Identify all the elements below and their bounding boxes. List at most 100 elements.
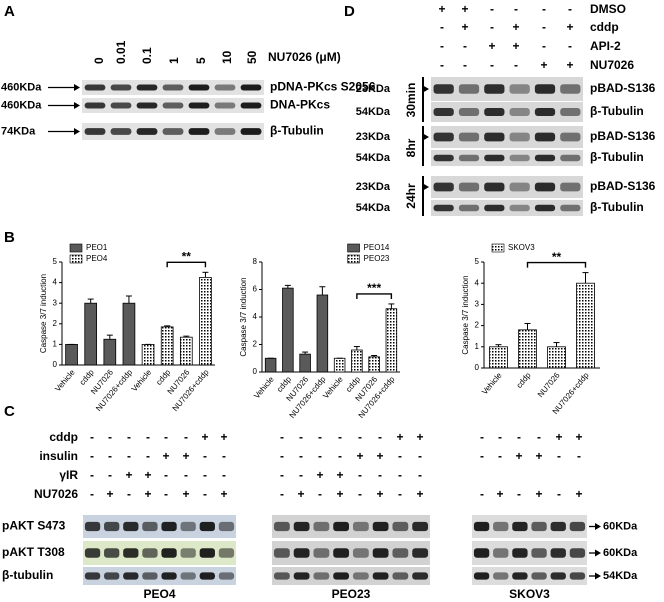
band — [493, 548, 509, 558]
sign: + — [356, 449, 363, 463]
band — [218, 521, 235, 532]
significance-bracket — [526, 261, 587, 268]
band — [372, 521, 389, 532]
bar — [141, 343, 155, 366]
band — [473, 572, 490, 580]
lane-label: 1 — [167, 57, 181, 64]
band — [273, 521, 290, 532]
panel-label: B — [4, 229, 15, 246]
arrow-head — [74, 128, 80, 135]
condition-label: cddp — [49, 430, 78, 444]
y-tick-label: 0 — [53, 360, 58, 369]
cell-label: SKOV3 — [509, 587, 550, 601]
sign: - — [480, 449, 484, 463]
legend-label: PEO23 — [364, 254, 390, 263]
band — [161, 521, 177, 532]
band — [458, 84, 480, 94]
band — [458, 108, 480, 116]
band — [188, 84, 210, 91]
row-label: β-Tubulin — [270, 124, 324, 138]
significance-label: ** — [552, 250, 562, 264]
sign: + — [144, 487, 151, 501]
row-label: pAKT T308 — [2, 545, 65, 559]
band — [458, 154, 480, 162]
sign: + — [512, 20, 519, 34]
band — [240, 102, 262, 109]
lane-label: 10 — [220, 50, 234, 64]
sign: + — [297, 487, 304, 501]
sign: - — [127, 449, 131, 463]
arrow-head — [74, 102, 80, 109]
band — [534, 84, 556, 94]
significance-bracket — [166, 261, 207, 268]
y-axis-label: Caspase 3/7 induction — [239, 277, 248, 356]
band — [569, 521, 586, 532]
band — [433, 132, 454, 142]
y-tick-label: 0 — [253, 367, 258, 376]
sign: + — [535, 487, 542, 501]
band — [484, 108, 505, 116]
band — [493, 572, 509, 580]
band — [199, 521, 215, 532]
sign: - — [203, 449, 207, 463]
band — [352, 572, 369, 580]
sign: - — [490, 20, 494, 34]
arrow-head — [423, 85, 429, 93]
sign: + — [201, 430, 208, 444]
blot — [472, 567, 587, 585]
x-tick-label: Vehicle — [480, 370, 504, 396]
bar — [199, 277, 212, 366]
lane-label: 0.1 — [140, 47, 154, 64]
blot — [472, 515, 587, 538]
condition-label: insulin — [39, 449, 78, 463]
sign: - — [542, 20, 546, 34]
band — [534, 132, 556, 142]
sign: - — [480, 430, 484, 444]
sign: - — [318, 487, 322, 501]
sign: + — [125, 468, 132, 482]
band — [293, 572, 310, 580]
blot — [83, 567, 236, 585]
sign: + — [144, 468, 151, 482]
band — [531, 548, 547, 558]
x-tick-label: NU7026 — [536, 370, 562, 399]
band — [240, 84, 262, 91]
band — [392, 572, 409, 580]
band — [531, 521, 547, 532]
sign: - — [418, 449, 422, 463]
band — [534, 154, 556, 162]
cell-label: PEO4 — [143, 587, 175, 601]
x-tick-label: cddp — [515, 370, 533, 389]
band — [110, 102, 132, 109]
blot — [431, 126, 583, 148]
blot — [272, 515, 430, 538]
band — [104, 572, 120, 580]
blot — [431, 200, 583, 216]
legend-label: PEO1 — [86, 243, 108, 252]
significance-label: *** — [367, 281, 381, 295]
bar — [282, 287, 294, 373]
row-label: β-Tubulin — [590, 150, 644, 164]
sign: - — [318, 430, 322, 444]
y-axis-label: Caspase 3/7 induction — [39, 274, 48, 353]
band — [512, 572, 528, 580]
arrow-head — [595, 523, 601, 530]
sign: - — [280, 468, 284, 482]
sign: - — [517, 487, 521, 501]
y-tick-label: 2 — [253, 340, 258, 349]
sign: - — [108, 468, 112, 482]
band — [161, 548, 177, 558]
sign: - — [514, 2, 518, 16]
legend-label: PEO4 — [86, 254, 108, 263]
band — [123, 572, 139, 580]
size-label: 54KDa — [603, 570, 638, 582]
bar — [122, 302, 136, 366]
sign: - — [222, 449, 226, 463]
arrow-head — [74, 84, 80, 91]
band — [550, 548, 566, 558]
sign: + — [575, 487, 582, 501]
sign: + — [220, 487, 227, 501]
band — [188, 128, 210, 135]
band — [412, 572, 429, 580]
size-label: 60KDa — [603, 520, 638, 532]
